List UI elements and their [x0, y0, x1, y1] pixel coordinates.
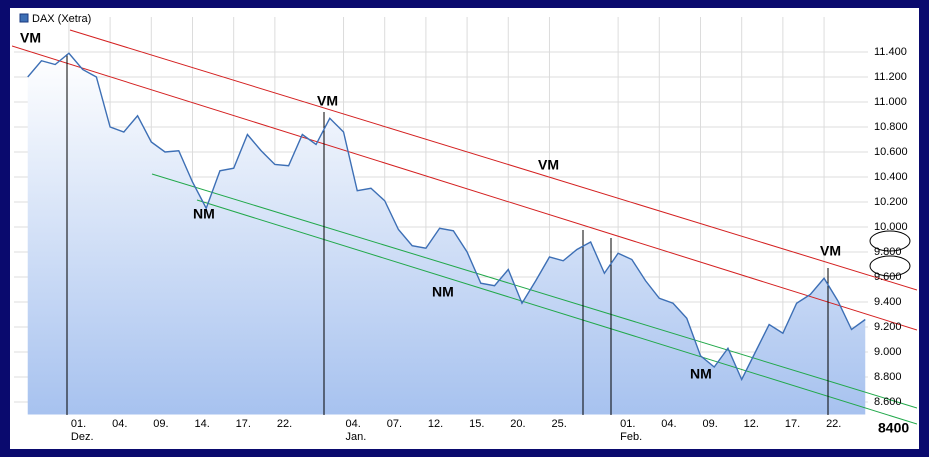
x-tick-label: 22.	[277, 418, 292, 430]
legend-swatch	[19, 13, 29, 23]
x-tick-label: 15.	[469, 418, 484, 430]
annotation: 8400	[878, 420, 909, 436]
x-tick-label: 01.	[71, 418, 86, 430]
trend-line	[196, 199, 917, 425]
y-tick-label: 11.000	[874, 96, 907, 108]
x-tick-label: 25.	[551, 418, 566, 430]
highlight-circle	[869, 230, 911, 252]
x-tick-label: 22.	[826, 418, 841, 430]
annotation: VM	[20, 30, 41, 46]
x-tick-label: 07.	[387, 418, 402, 430]
series-line	[27, 52, 866, 382]
y-tick-label: 9.200	[874, 321, 902, 333]
annotation: NM	[193, 206, 215, 222]
annotation: VM	[538, 157, 559, 173]
y-tick-label: 10.000	[874, 221, 908, 233]
x-tick-label: 14.	[194, 418, 209, 430]
y-tick-label: 10.400	[874, 171, 908, 183]
month-label: Feb.	[620, 431, 642, 443]
x-tick-label: 20.	[510, 418, 525, 430]
y-tick-label: 9.800	[874, 246, 902, 258]
x-tick-label: 09.	[153, 418, 168, 430]
annotation: NM	[432, 284, 454, 300]
y-tick-label: 9.400	[874, 296, 902, 308]
y-tick-label: 9.600	[874, 271, 902, 283]
x-tick-label: 12.	[428, 418, 443, 430]
y-tick-label: 11.400	[874, 46, 907, 58]
annotation: NM	[690, 366, 712, 382]
trend-line	[12, 45, 917, 331]
y-tick-label: 11.200	[874, 71, 907, 83]
x-tick-label: 17.	[236, 418, 251, 430]
x-tick-label: 09.	[702, 418, 717, 430]
month-label: Jan.	[346, 431, 367, 443]
x-tick-label: 12.	[744, 418, 759, 430]
x-tick-label: 04.	[346, 418, 361, 430]
y-tick-label: 10.200	[874, 196, 908, 208]
y-tick-label: 8.600	[874, 396, 902, 408]
trend-line	[151, 173, 917, 409]
x-tick-label: 04.	[112, 418, 127, 430]
y-tick-label: 10.600	[874, 146, 908, 158]
annotation: VM	[317, 93, 338, 109]
y-tick-label: 8.800	[874, 371, 902, 383]
annotation-lines	[12, 29, 917, 425]
area-fill	[27, 53, 866, 415]
month-label: Dez.	[71, 431, 94, 443]
highlight-circle	[869, 255, 911, 277]
annotation: VM	[820, 243, 841, 259]
y-tick-label: 10.800	[874, 121, 908, 133]
x-tick-label: 04.	[661, 418, 676, 430]
x-tick-label: 17.	[785, 418, 800, 430]
x-tick-label: 01.	[620, 418, 635, 430]
legend-label: DAX (Xetra)	[32, 13, 91, 25]
y-tick-label: 9.000	[874, 346, 902, 358]
trend-line	[69, 29, 917, 291]
